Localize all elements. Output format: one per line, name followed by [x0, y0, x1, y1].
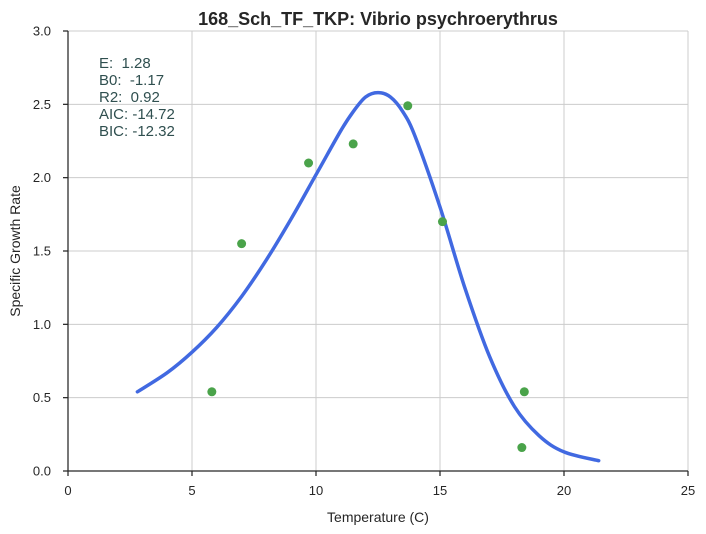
grid — [68, 30, 689, 471]
y-tick-label: 2.0 — [33, 170, 51, 185]
chart-title: 168_Sch_TF_TKP: Vibrio psychroerythrus — [198, 9, 558, 29]
stat-line: BIC: -12.32 — [99, 123, 175, 140]
x-tick-label: 25 — [681, 483, 695, 498]
data-point — [207, 387, 217, 397]
data-point — [519, 387, 529, 397]
y-axis-label: Specific Growth Rate — [7, 185, 23, 317]
y-tick-label: 1.0 — [33, 317, 51, 332]
stat-line: R2: 0.92 — [99, 89, 160, 106]
stat-line: E: 1.28 — [99, 55, 151, 72]
data-point — [517, 443, 527, 453]
x-tick-label: 5 — [188, 483, 195, 498]
x-tick-label: 0 — [64, 483, 71, 498]
x-ticks: 0 5 10 15 20 25 — [64, 471, 695, 498]
stat-line: AIC: -14.72 — [99, 106, 175, 123]
data-point — [348, 139, 358, 149]
x-axis-label: Temperature (C) — [327, 509, 429, 525]
y-tick-label: 1.5 — [33, 244, 51, 259]
x-tick-label: 15 — [433, 483, 447, 498]
data-point — [237, 239, 247, 249]
y-ticks: 0.0 0.5 1.0 1.5 2.0 2.5 3.0 — [33, 24, 68, 479]
data-point — [437, 217, 447, 227]
y-tick-label: 3.0 — [33, 24, 51, 39]
y-tick-label: 0.5 — [33, 390, 51, 405]
fit-curve — [135, 90, 601, 463]
data-points — [207, 101, 529, 453]
x-tick-label: 10 — [309, 483, 323, 498]
y-tick-label: 0.0 — [33, 464, 51, 479]
data-point — [403, 101, 413, 111]
x-tick-label: 20 — [557, 483, 571, 498]
stat-line: B0: -1.17 — [99, 72, 164, 89]
data-point — [304, 158, 314, 168]
y-tick-label: 2.5 — [33, 97, 51, 112]
